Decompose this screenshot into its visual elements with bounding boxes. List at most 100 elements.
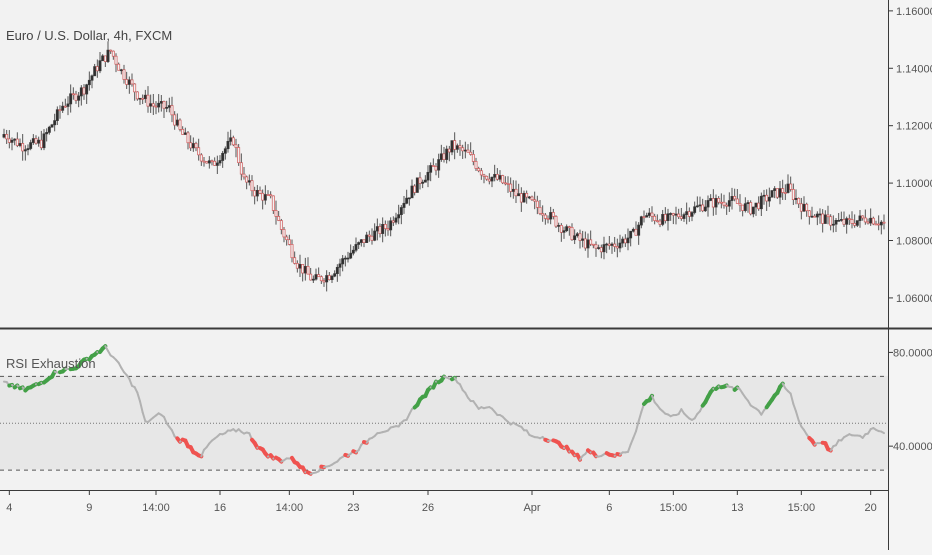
candle-body: [835, 220, 837, 224]
candle-body: [592, 244, 594, 245]
candle-body: [856, 221, 858, 226]
candle-body: [6, 134, 8, 138]
price-tick-label: 1.06000: [896, 293, 932, 305]
candle-body: [667, 214, 669, 221]
candle-body: [30, 143, 32, 149]
candle-body: [371, 236, 373, 240]
candle-body: [664, 214, 666, 220]
candle-body: [326, 276, 328, 282]
candle: [416, 178, 418, 193]
candle-body: [656, 221, 658, 222]
candle-body: [291, 244, 293, 257]
candle-body: [123, 70, 125, 80]
candle-body: [219, 161, 221, 163]
time-tick-label: 14:00: [142, 502, 170, 514]
candle-body: [750, 203, 752, 214]
candle-body: [339, 264, 341, 267]
candle-body: [459, 146, 461, 148]
candle-body: [150, 104, 152, 106]
candle-body: [683, 215, 685, 219]
candle-body: [672, 213, 674, 215]
candle-body: [630, 231, 632, 238]
candle-body: [72, 94, 74, 95]
candle-body: [470, 152, 472, 154]
candle-body: [838, 220, 840, 221]
candle-body: [163, 101, 165, 108]
candle-body: [438, 160, 440, 171]
candle-body: [584, 239, 586, 248]
candle-body: [451, 141, 453, 152]
candle-body: [38, 140, 40, 143]
candle-body: [99, 61, 101, 71]
candle-body: [11, 140, 13, 142]
time-tick-label: 9: [86, 502, 92, 514]
candle-body: [632, 229, 634, 231]
candle-body: [118, 64, 120, 70]
time-tick-label: 15:00: [660, 502, 688, 514]
time-tick-label: 13: [731, 502, 743, 514]
candle-body: [83, 88, 85, 94]
candle-body: [819, 214, 821, 215]
candle-body: [496, 174, 498, 179]
candle-body: [168, 106, 170, 108]
candle-body: [566, 227, 568, 231]
candle-body: [131, 80, 133, 84]
candle-body: [512, 189, 514, 191]
candle-body: [768, 197, 770, 201]
candle-body: [440, 154, 442, 160]
time-tick-label: 20: [865, 502, 877, 514]
candle-body: [392, 221, 394, 222]
candle-body: [46, 132, 48, 133]
candle-body: [760, 196, 762, 208]
candle-body: [710, 198, 712, 200]
price-tick-label: 1.10000: [896, 178, 932, 190]
candle-body: [883, 222, 885, 223]
candle-body: [310, 274, 312, 280]
candle-body: [224, 149, 226, 154]
candle: [238, 144, 240, 166]
candle-body: [790, 184, 792, 189]
candle-body: [728, 201, 730, 207]
candle-body: [19, 143, 21, 145]
candle: [872, 217, 874, 226]
candle-body: [238, 148, 240, 163]
candle-body: [387, 229, 389, 230]
candle-body: [312, 279, 314, 280]
candle-body: [808, 211, 810, 217]
candle-body: [214, 161, 216, 165]
candle-body: [678, 214, 680, 217]
candle-body: [259, 190, 261, 193]
candle-body: [720, 202, 722, 203]
candle-body: [80, 88, 82, 96]
candle-body: [398, 215, 400, 218]
candle-body: [766, 195, 768, 201]
price-tick-label: 1.14000: [896, 63, 932, 75]
candle-body: [464, 150, 466, 151]
time-tick-label: 15:00: [788, 502, 816, 514]
candle-body: [328, 276, 330, 280]
candle-body: [771, 191, 773, 198]
candle-body: [670, 213, 672, 214]
candle-body: [539, 207, 541, 213]
candle-body: [211, 161, 213, 162]
candle-body: [822, 214, 824, 224]
candle-body: [136, 92, 138, 99]
candle-body: [54, 121, 56, 125]
candle-body: [811, 216, 813, 217]
candle-body: [859, 216, 861, 221]
candle-body: [184, 133, 186, 135]
candle-body: [48, 127, 50, 132]
candle-body: [843, 219, 845, 224]
candle-body: [166, 107, 168, 108]
candle-body: [480, 171, 482, 175]
candle-body: [147, 95, 149, 106]
candle-body: [176, 120, 178, 125]
candle-body: [62, 106, 64, 110]
candle-body: [126, 79, 128, 84]
candle-body: [446, 149, 448, 159]
candle-body: [363, 240, 365, 243]
price-tick-label: 1.16000: [896, 6, 932, 18]
candle-body: [814, 216, 816, 217]
candle-body: [435, 166, 437, 170]
